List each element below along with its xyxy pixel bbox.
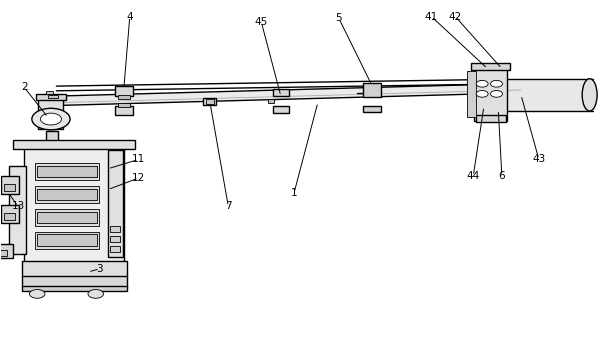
- Bar: [206, 99, 214, 104]
- Circle shape: [491, 91, 502, 97]
- Bar: [22, 286, 127, 291]
- Bar: [115, 86, 133, 96]
- Polygon shape: [52, 83, 521, 106]
- Text: 3: 3: [97, 264, 103, 274]
- Bar: [48, 95, 58, 98]
- Bar: [0, 250, 7, 256]
- Ellipse shape: [582, 79, 597, 111]
- Bar: [268, 99, 274, 103]
- Bar: [35, 163, 100, 180]
- Circle shape: [476, 91, 488, 97]
- Bar: [110, 226, 119, 232]
- Circle shape: [29, 290, 45, 298]
- Bar: [36, 94, 66, 100]
- Bar: [110, 246, 119, 252]
- Bar: [476, 115, 506, 122]
- Text: 12: 12: [132, 173, 145, 183]
- Bar: [4, 213, 14, 220]
- Bar: [472, 63, 510, 70]
- Text: 11: 11: [132, 154, 145, 164]
- Text: 45: 45: [254, 17, 268, 26]
- Bar: [13, 140, 135, 149]
- Bar: [0, 244, 13, 258]
- Text: 6: 6: [499, 171, 505, 181]
- Text: 42: 42: [449, 12, 462, 21]
- Bar: [22, 276, 127, 286]
- Bar: [9, 166, 26, 254]
- Bar: [497, 79, 590, 111]
- Bar: [110, 236, 119, 242]
- Text: 44: 44: [467, 171, 480, 181]
- Bar: [118, 95, 130, 99]
- Bar: [107, 150, 122, 257]
- Bar: [37, 166, 97, 177]
- Bar: [364, 83, 381, 97]
- Bar: [35, 186, 100, 203]
- Text: 4: 4: [127, 12, 133, 21]
- Bar: [273, 106, 289, 113]
- Text: 5: 5: [335, 13, 342, 23]
- Circle shape: [88, 290, 104, 298]
- Bar: [46, 131, 58, 148]
- Bar: [115, 106, 133, 115]
- Circle shape: [40, 113, 61, 125]
- Bar: [118, 103, 130, 107]
- Bar: [37, 212, 97, 223]
- Text: 43: 43: [532, 154, 545, 164]
- Circle shape: [476, 80, 488, 87]
- Bar: [35, 232, 100, 248]
- Bar: [35, 209, 100, 226]
- Bar: [37, 189, 97, 200]
- Bar: [46, 91, 53, 94]
- Bar: [24, 148, 124, 264]
- Bar: [1, 204, 19, 223]
- Circle shape: [491, 80, 502, 87]
- Text: 7: 7: [225, 201, 232, 212]
- Bar: [475, 68, 507, 121]
- Bar: [467, 71, 476, 117]
- Text: 41: 41: [425, 12, 438, 21]
- Circle shape: [32, 108, 70, 130]
- Text: 2: 2: [21, 82, 28, 92]
- Bar: [364, 106, 381, 112]
- Bar: [4, 184, 14, 191]
- Text: 1: 1: [291, 188, 298, 198]
- Text: 13: 13: [11, 201, 25, 212]
- Bar: [203, 98, 217, 105]
- Bar: [22, 261, 127, 277]
- Bar: [38, 97, 64, 129]
- Bar: [1, 176, 19, 194]
- Bar: [37, 234, 97, 246]
- Bar: [273, 89, 289, 96]
